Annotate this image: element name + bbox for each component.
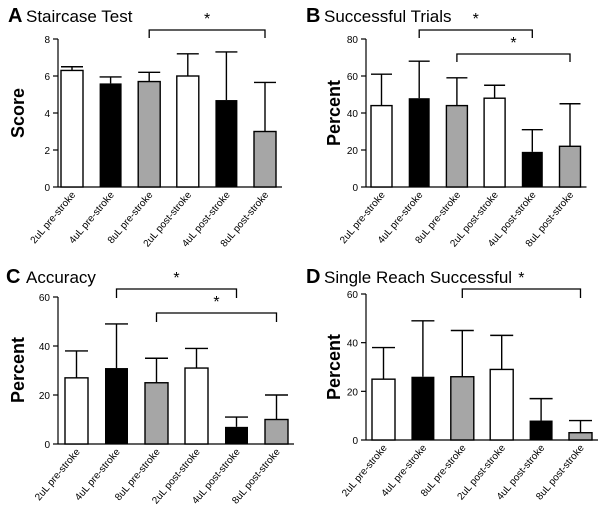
y-tick-label-0: 0	[44, 183, 50, 194]
bar-4ul-post-stroke	[529, 420, 553, 440]
bar-2ul-pre-stroke	[370, 104, 393, 188]
panel-letter: A	[8, 5, 22, 27]
significance-star: *	[518, 270, 524, 287]
y-axis-label: Percent	[8, 337, 28, 403]
bar-4ul-pre-stroke	[411, 376, 435, 440]
y-tick-label-20: 20	[347, 387, 359, 398]
y-tick-label-0: 0	[44, 440, 50, 451]
panel-title: Accuracy	[26, 268, 96, 287]
bar-8ul-post-stroke	[264, 418, 289, 445]
significance-star: *	[510, 35, 516, 52]
significance-star: *	[213, 294, 219, 311]
panel-title: Successful Trials	[324, 7, 452, 26]
panel-letter: C	[6, 266, 20, 288]
panel-letter: B	[306, 5, 320, 27]
y-axis-label: Score	[8, 88, 28, 138]
bar-2ul-post-stroke	[184, 367, 209, 445]
bar-4ul-post-stroke	[521, 151, 543, 187]
bar-2ul-pre-stroke	[60, 69, 84, 188]
significance-bracket	[456, 53, 571, 62]
bar-4ul-pre-stroke	[99, 83, 122, 187]
bar-2ul-pre-stroke	[64, 377, 89, 445]
significance-bracket	[418, 29, 533, 38]
significance-bracket	[461, 288, 582, 298]
bar-8ul-pre-stroke	[137, 80, 161, 188]
bar-4ul-pre-stroke	[408, 98, 430, 187]
bar-2ul-post-stroke	[489, 368, 514, 441]
y-tick-label-20: 20	[347, 146, 359, 157]
panel-title: Single Reach Successful	[324, 268, 512, 287]
y-tick-label-60: 60	[39, 293, 51, 304]
significance-bracket	[155, 312, 278, 322]
significance-star: *	[204, 11, 210, 28]
bar-2ul-pre-stroke	[371, 378, 396, 441]
y-axis-label: Percent	[324, 334, 344, 400]
y-tick-label-40: 40	[347, 339, 359, 350]
bar-4ul-post-stroke	[225, 426, 248, 444]
y-tick-label-40: 40	[347, 109, 359, 120]
bar-8ul-pre-stroke	[450, 376, 475, 441]
bar-8ul-pre-stroke	[445, 104, 469, 188]
significance-bracket	[115, 288, 238, 298]
y-tick-label-4: 4	[44, 109, 50, 120]
significance-bracket	[148, 29, 266, 38]
bar-4ul-pre-stroke	[105, 368, 128, 444]
significance-star: *	[473, 11, 479, 28]
bar-8ul-post-stroke	[568, 432, 593, 441]
bar-2ul-post-stroke	[483, 97, 506, 188]
panel-letter: D	[306, 266, 320, 288]
bar-8ul-post-stroke	[558, 145, 582, 188]
panel-d: D Single Reach SuccessfulPercent02040602u…	[306, 266, 598, 502]
y-tick-label-20: 20	[39, 391, 51, 402]
y-tick-label-6: 6	[44, 72, 50, 83]
panel-title: Staircase Test	[26, 7, 133, 26]
y-tick-label-0: 0	[352, 436, 358, 447]
y-tick-label-2: 2	[44, 146, 50, 157]
bar-8ul-post-stroke	[253, 130, 277, 188]
y-tick-label-80: 80	[347, 35, 359, 46]
y-tick-label-0: 0	[352, 183, 358, 194]
bar-4ul-post-stroke	[215, 100, 238, 187]
y-tick-label-60: 60	[347, 290, 359, 301]
significance-star: *	[173, 270, 179, 287]
y-axis-label: Percent	[324, 80, 344, 146]
bar-8ul-pre-stroke	[144, 382, 169, 445]
y-tick-label-8: 8	[44, 35, 50, 46]
y-tick-label-60: 60	[347, 72, 359, 83]
y-tick-label-40: 40	[39, 342, 51, 353]
bar-2ul-post-stroke	[176, 75, 200, 188]
